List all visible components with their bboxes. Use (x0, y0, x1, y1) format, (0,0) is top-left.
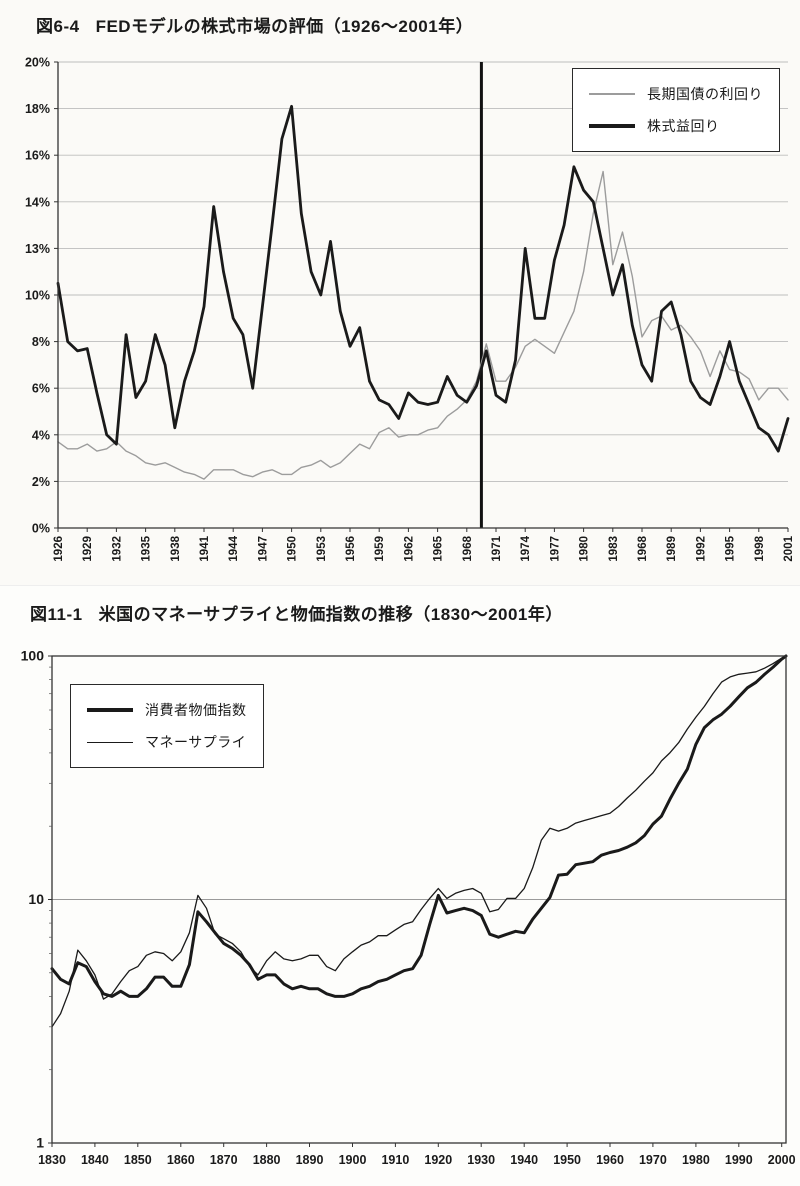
x-tick-label: 2000 (768, 1153, 796, 1167)
thick-black-line-sample (87, 708, 133, 712)
x-tick-label: 1930 (467, 1153, 495, 1167)
x-tick-label: 1947 (257, 536, 269, 562)
figure-6-4: 図6-4 FEDモデルの株式市場の評価（1926～2001年） 0% 2% 4% 6% 8… (0, 0, 800, 585)
x-tick-label: 1995 (725, 535, 737, 561)
y-tick-label: 2% (32, 475, 50, 489)
x-tick-label: 1971 (491, 535, 503, 561)
x-tick-label: 1974 (520, 535, 532, 561)
y-tick-label: 20% (25, 56, 50, 70)
figure-number: 図6-4 (36, 17, 80, 36)
legend-label: 消費者物価指数 (145, 702, 247, 718)
legend-label: マネーサプライ (145, 734, 247, 750)
x-tick-label: 1980 (682, 1153, 710, 1167)
legend-label: 株式益回り (647, 118, 720, 134)
x-tick-label: 1830 (38, 1153, 66, 1167)
y-tick-label: 8% (32, 335, 50, 349)
x-tick-label: 1940 (510, 1153, 538, 1167)
legend-item-earnings-yield: 株式益回り (589, 113, 763, 139)
chart1-legend: 長期国債の利回り 株式益回り (572, 68, 780, 152)
legend-label: 長期国債の利回り (647, 86, 763, 102)
figure-11-1: 図11-1 米国のマネーサプライと物価指数の推移（1830～2001年） 1 10 1… (0, 585, 800, 1186)
series-line-0 (50, 654, 788, 998)
x-tick-label: 1880 (253, 1153, 281, 1167)
x-tick-label: 1944 (228, 535, 240, 561)
x-tick-label: 1980 (579, 536, 591, 562)
x-tick-label: 1959 (374, 536, 386, 562)
x-tick-label: 1860 (167, 1153, 195, 1167)
x-tick-label: 1920 (424, 1153, 452, 1167)
money-supply-cpi-chart: 1 10 100 1830 1840 1850 1860 1870 1880 1890 1900 19… (21, 648, 796, 1168)
x-tick-label: 1983 (608, 536, 620, 562)
y-tick-label: 13% (25, 242, 50, 256)
fed-model-chart: 0% 2% 4% 6% 8% 10% 13% 14% 16% 18% 20% 1926 1929 1932… (25, 56, 795, 562)
x-tick-label: 1870 (210, 1153, 238, 1167)
x-tick-label: 1968 (637, 535, 649, 561)
y-tick-label: 16% (25, 149, 50, 163)
y-tick-label: 10% (25, 289, 50, 303)
x-tick-label: 1929 (82, 536, 94, 562)
x-tick-label: 1970 (639, 1153, 667, 1167)
x-tick-label: 1950 (553, 1153, 581, 1167)
y-tick-label: 1 (36, 1135, 44, 1151)
figure-title-text: 米国のマネーサプライと物価指数の推移（1830～2001年） (98, 605, 563, 624)
series-line-0 (57, 170, 789, 480)
x-tick-label: 1935 (141, 535, 153, 561)
y-tick-label: 0% (32, 522, 50, 536)
y-tick-label: 18% (25, 102, 50, 116)
x-tick-label: 1850 (124, 1153, 152, 1167)
x-tick-label: 1965 (433, 535, 445, 561)
figure-number: 図11-1 (30, 605, 83, 624)
x-tick-label: 1992 (695, 536, 707, 562)
y-tick-label: 14% (25, 195, 50, 209)
x-tick-label: 1989 (666, 536, 678, 562)
legend-item-cpi: 消費者物価指数 (87, 697, 247, 723)
figure-title: 図11-1 米国のマネーサプライと物価指数の推移（1830～2001年） (30, 600, 563, 625)
x-tick-label: 1990 (725, 1153, 753, 1167)
x-tick-label: 1910 (381, 1153, 409, 1167)
x-tick-label: 1941 (199, 535, 211, 561)
figure-title-text: FEDモデルの株式市場の評価（1926～2001年） (95, 17, 474, 36)
x-tick-label: 1977 (549, 536, 561, 562)
x-tick-label: 1953 (316, 536, 328, 562)
thin-gray-line-sample (589, 93, 635, 95)
thick-black-line-sample (589, 124, 635, 128)
x-tick-label: 1900 (339, 1153, 367, 1167)
x-tick-label: 1950 (287, 536, 299, 562)
x-tick-label: 1840 (81, 1153, 109, 1167)
chart2-legend: 消費者物価指数 マネーサプライ (70, 684, 264, 768)
figure-title: 図6-4 FEDモデルの株式市場の評価（1926～2001年） (36, 12, 473, 37)
y-tick-label: 4% (32, 428, 50, 442)
y-tick-label: 100 (21, 648, 45, 664)
series-line-1 (56, 104, 790, 453)
x-tick-label: 1932 (111, 536, 123, 562)
x-tick-label: 1926 (53, 536, 65, 562)
legend-item-money-supply: マネーサプライ (87, 729, 247, 755)
x-tick-label: 1998 (754, 535, 766, 561)
x-tick-label: 1956 (345, 536, 357, 562)
x-tick-label: 1962 (403, 536, 415, 562)
x-tick-label: 1960 (596, 1153, 624, 1167)
series-line-1 (51, 655, 787, 1028)
x-tick-label: 1938 (170, 535, 182, 561)
x-tick-label: 1890 (296, 1153, 324, 1167)
x-tick-label: 1968 (462, 535, 474, 561)
thin-black-line-sample (87, 741, 133, 743)
x-tick-label: 2001 (783, 535, 795, 561)
y-tick-label: 10 (28, 891, 44, 907)
legend-item-bond-yield: 長期国債の利回り (589, 81, 763, 107)
y-tick-label: 6% (32, 382, 50, 396)
